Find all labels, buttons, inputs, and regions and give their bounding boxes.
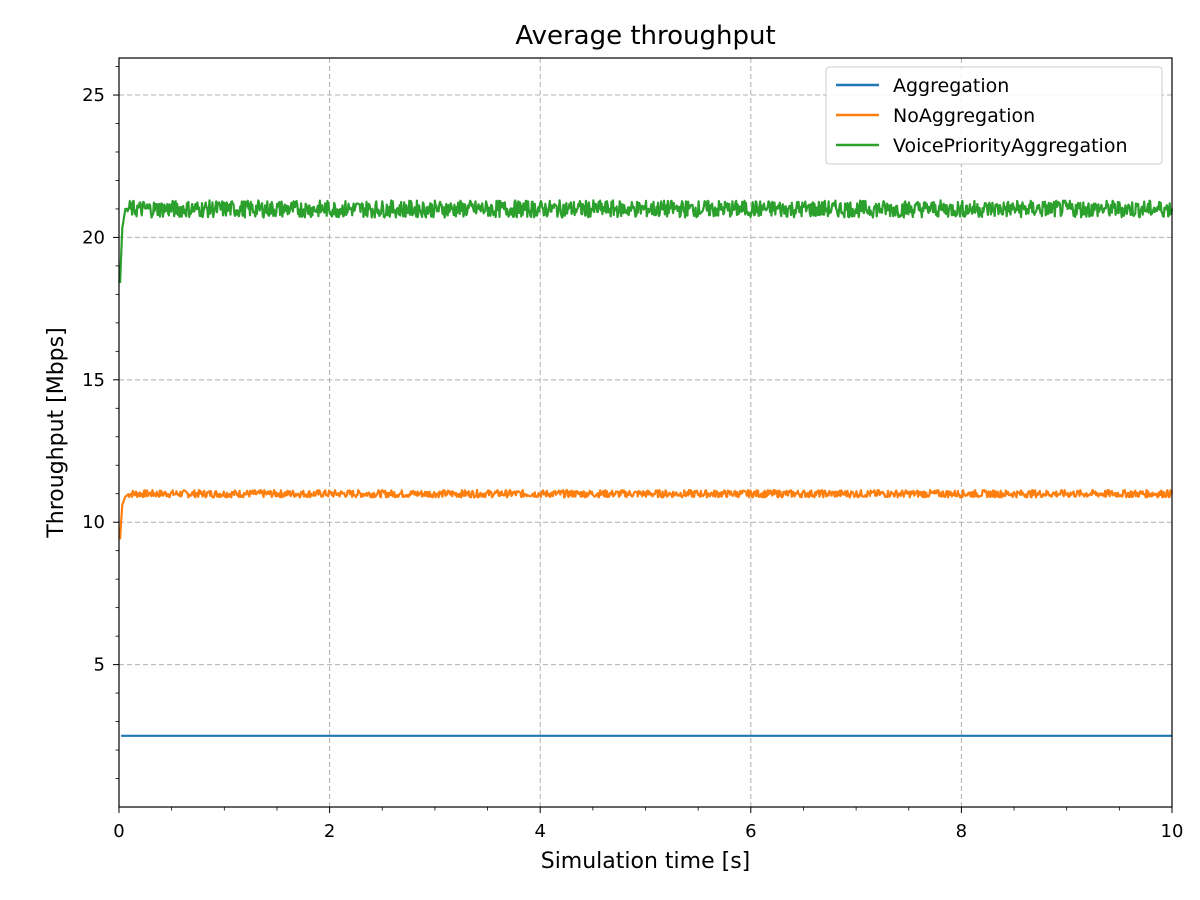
grid	[119, 58, 1172, 807]
x-tick-label: 10	[1161, 821, 1184, 842]
y-tick-label: 10	[82, 512, 105, 533]
y-tick-label: 20	[82, 227, 105, 248]
x-axis-label: Simulation time [s]	[541, 849, 751, 874]
y-tick-label: 25	[82, 85, 105, 106]
series-line-voicepriorityaggregation	[119, 199, 1174, 284]
x-tick-label: 4	[534, 821, 545, 842]
chart-title: Average throughput	[515, 21, 775, 51]
legend-label-aggregation: Aggregation	[893, 75, 1009, 97]
y-axis-label: Throughput [Mbps]	[44, 327, 69, 538]
series-line-noaggregation	[119, 488, 1174, 540]
legend: Aggregation NoAggregation VoicePriorityA…	[825, 66, 1163, 165]
legend-box	[825, 66, 1163, 165]
axis-ticks: 0 2 4 6 8 10 5 10 15 20 25	[82, 66, 1184, 842]
x-tick-label: 8	[956, 821, 967, 842]
series-lines	[119, 199, 1174, 737]
x-tick-label: 2	[324, 821, 335, 842]
y-tick-label: 15	[82, 370, 105, 391]
x-tick-label: 6	[745, 821, 756, 842]
legend-label-voicepriorityaggregation: VoicePriorityAggregation	[893, 135, 1128, 157]
x-tick-label: 0	[113, 821, 124, 842]
legend-label-noaggregation: NoAggregation	[893, 105, 1035, 127]
y-tick-label: 5	[94, 655, 105, 676]
